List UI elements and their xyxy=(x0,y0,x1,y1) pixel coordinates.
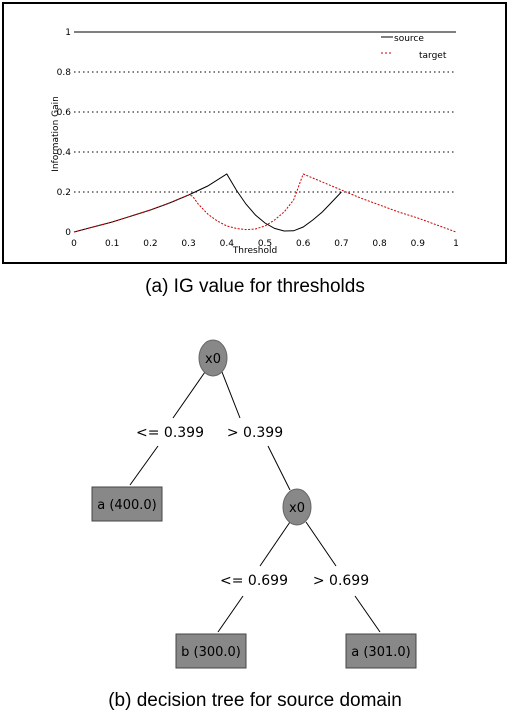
tree-root-label: x0 xyxy=(205,352,221,367)
legend-source-label: source xyxy=(394,34,424,44)
x-tick-label: 0.3 xyxy=(181,239,195,249)
tree-leaf-a1 xyxy=(91,486,163,522)
y-axis-label: Information Gain xyxy=(51,96,61,172)
x-tick-label: 0.1 xyxy=(105,239,119,249)
grid-lines xyxy=(74,71,456,193)
y-tick-label: 0 xyxy=(65,228,71,238)
y-tick-label: 0.6 xyxy=(57,108,72,118)
y-tick-label: 0.2 xyxy=(57,188,71,198)
tree-leaf-b-label: b (300.0) xyxy=(181,645,241,660)
series-lines xyxy=(73,173,457,233)
tree-leaf-a2 xyxy=(345,633,417,669)
x-axis-label: Threshold xyxy=(232,246,277,256)
x-tick-label: 0.2 xyxy=(143,239,157,249)
x-tick-label: 0.6 xyxy=(296,239,311,249)
axes: 0 0.2 0.4 0.6 0.8 1 0 0.1 0.2 0.3 0.4 0.5 0.6 0.7 0.8 0… xyxy=(57,28,459,249)
tree-edge-inner-right-leaf xyxy=(354,595,381,633)
tree-edge-label-left: <= 0.399 xyxy=(136,425,204,441)
tree-edge-inner-right xyxy=(305,521,337,567)
y-tick-label: 0.4 xyxy=(57,148,72,158)
x-tick-label: 0.9 xyxy=(411,239,426,249)
tree-edge-label-inner-right: > 0.699 xyxy=(313,573,369,589)
x-tick-label: 0 xyxy=(71,239,77,249)
tree-edge-label-right: > 0.399 xyxy=(227,425,283,441)
x-tick-label: 0.4 xyxy=(220,239,235,249)
y-tick-label: 0.8 xyxy=(57,68,72,78)
caption-b: (b) decision tree for source domain xyxy=(108,690,402,711)
x-tick-label: 1 xyxy=(453,239,459,249)
legend: source target xyxy=(381,34,447,61)
tree-edge-root-left xyxy=(172,371,206,419)
x-tick-label: 0.7 xyxy=(334,239,348,249)
ig-chart: 0 0.2 0.4 0.6 0.8 1 0 0.1 0.2 0.3 0.4 0.5 0.6 0.7 0.8 0… xyxy=(51,28,459,256)
tree-inner-node xyxy=(282,488,312,526)
tree-inner-label: x0 xyxy=(289,501,305,516)
tree-edge-right-inner xyxy=(267,445,291,491)
tree-edge-left-leaf xyxy=(129,445,159,486)
caption-a: (a) IG value for thresholds xyxy=(145,276,365,297)
tree-leaf-b xyxy=(175,633,247,669)
tree-edge-label-inner-left: <= 0.699 xyxy=(220,573,288,589)
tree-root-node xyxy=(198,339,228,377)
series-line-source xyxy=(73,173,342,233)
tree-edge-root-right xyxy=(221,371,241,419)
tree-leaf-a1-label: a (400.0) xyxy=(97,498,156,513)
tree-leaf-a2-label: a (301.0) xyxy=(351,645,410,660)
legend-target-label: target xyxy=(419,51,447,61)
tree-edge-inner-left xyxy=(259,521,291,567)
x-tick-label: 0.8 xyxy=(372,239,387,249)
x-tick-label: 0.5 xyxy=(258,239,272,249)
decision-tree: x0 <= 0.399 > 0.399 a (400.0) x0 <= 0.69… xyxy=(91,339,417,669)
tree-edge-inner-left-leaf xyxy=(217,595,244,633)
chart-frame: 0 0.2 0.4 0.6 0.8 1 0 0.1 0.2 0.3 0.4 0.5 0.6 0.7 0.8 0… xyxy=(2,2,507,264)
y-tick-label: 1 xyxy=(65,28,71,38)
